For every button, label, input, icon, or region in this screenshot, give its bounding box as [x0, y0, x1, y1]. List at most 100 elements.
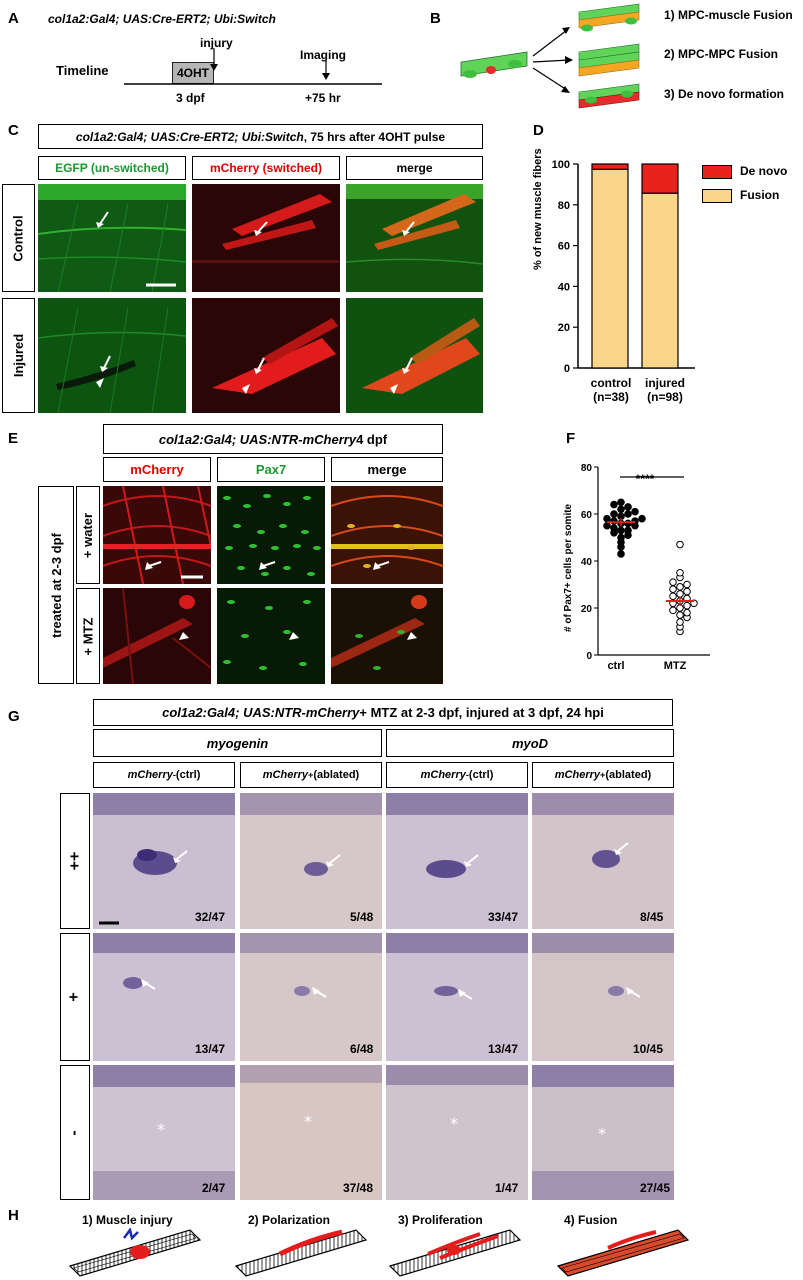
chart-f: 0 20 40 60 80 — [581, 463, 710, 662]
gene-myod-header: myoD — [386, 729, 674, 757]
micro-c-mcherry-control — [192, 184, 340, 292]
ish-r3-c2: * — [240, 1065, 382, 1200]
micro-c-merge-control — [346, 184, 483, 292]
col-mcherry-header: mCherry (switched) — [192, 156, 340, 180]
row-control-label: Control — [2, 184, 35, 292]
count-r2-c2: 6/48 — [350, 1042, 374, 1056]
chart-f-point-ctrl — [631, 507, 639, 516]
panel-e-title-genotype: col1a2:Gal4; UAS:NTR-mCherry — [158, 431, 357, 447]
chart-f-point-ctrl — [617, 505, 625, 514]
legend-fusion-label: Fusion — [740, 188, 780, 202]
count-r3-c3: 1/47 — [495, 1181, 519, 1195]
svg-text:*: * — [157, 1120, 165, 1139]
chart-d-ytick-label: 80 — [558, 200, 570, 212]
mechanism-schematic — [68, 1228, 690, 1277]
panel-b-label: B — [430, 10, 441, 27]
g-col-4-header: mCherry + (ablated) — [532, 762, 674, 788]
legend-denovo-label: De novo — [740, 164, 788, 178]
chart-f-ytick-label: 60 — [581, 510, 593, 521]
panel-g-label: G — [8, 708, 20, 725]
chart-f-point-mtz — [676, 618, 684, 626]
chart-f-point-ctrl — [624, 503, 632, 511]
chart-f-point-ctrl — [603, 521, 611, 530]
timeline-label: Timeline — [56, 63, 109, 78]
chart-d-bar-control-fusion — [591, 168, 629, 369]
chart-f-axis: 0 20 40 60 80 — [581, 463, 710, 662]
chart-f-points — [603, 498, 698, 636]
chart-d-bar-injured-de-novo — [641, 163, 679, 194]
chart-d-bars — [591, 163, 679, 369]
step-3-label: 3) Proliferation — [398, 1213, 483, 1227]
chart-f-point-ctrl — [624, 526, 632, 535]
micro-c-mcherry-injured — [192, 298, 340, 413]
ish-r1-c3 — [386, 793, 528, 929]
ish-r1-c2 — [240, 793, 382, 929]
chart-f-point-mtz — [676, 604, 684, 612]
chart-d-ytick-label: 100 — [552, 159, 570, 171]
row-e-water-label: + water — [76, 486, 100, 584]
col-merge-header: merge — [346, 156, 483, 180]
chart-f-point-mtz — [676, 568, 684, 577]
micro-c-egfp-control — [38, 184, 186, 292]
panel-c-title: col1a2:Gal4; UAS:Cre-ERT2; Ubi:Switch, 7… — [38, 124, 483, 149]
chart-f-point-ctrl — [610, 517, 618, 525]
count-r3-c1: 2/47 — [202, 1181, 226, 1195]
ish-r3-c3: * — [386, 1065, 528, 1200]
col-e-merge: merge — [331, 457, 443, 482]
chart-f-ylabel: # of Pax7+ cells per somite — [563, 503, 574, 632]
fusion-schematic — [460, 3, 640, 109]
chart-f-point-mtz — [669, 578, 677, 586]
chart-f-ytick-label: 80 — [581, 463, 593, 474]
chart-d-bar-control-de-novo — [591, 163, 629, 170]
ish-r3-c4: * — [532, 1065, 674, 1200]
chart-d-bar-injured-fusion — [641, 192, 679, 369]
panel-g-title-rest: + MTZ at 2-3 dpf, injured at 3 dpf, 24 h… — [359, 705, 604, 720]
svg-text:*: * — [450, 1114, 458, 1133]
chart-f-point-ctrl — [603, 514, 611, 523]
chart-f-point-mtz — [683, 580, 691, 589]
chart-d: 0 20 40 60 80 100 — [552, 159, 695, 375]
ish-r1-c1 — [93, 793, 235, 929]
chart-f-point-mtz — [676, 611, 684, 619]
svg-text:*: * — [598, 1124, 606, 1143]
outcome-1: 1) MPC-muscle Fusion — [664, 8, 793, 22]
chart-f-point-mtz — [683, 601, 691, 610]
chart-f-point-mtz — [676, 540, 684, 549]
row-e-mtz-label: + MTZ — [76, 588, 100, 684]
imaging-label: Imaging — [300, 48, 347, 62]
chart-d-ytick-label: 60 — [558, 241, 570, 253]
micro-c-merge-injured — [346, 298, 483, 413]
ish-r2-c2 — [240, 933, 382, 1061]
panel-a-label: A — [8, 10, 19, 27]
ish-r1-c4 — [532, 793, 674, 929]
chart-f-point-mtz — [669, 585, 677, 593]
micro-e-merge-water — [331, 486, 443, 584]
count-r2-c1: 13/47 — [195, 1042, 226, 1056]
chart-f-point-ctrl — [624, 510, 632, 518]
panel-c-label: C — [8, 122, 19, 139]
count-r1-c2: 5/48 — [350, 910, 374, 924]
chart-f-point-ctrl — [617, 526, 625, 535]
chart-f-point-ctrl — [617, 498, 625, 507]
ish-r2-c1 — [93, 933, 235, 1061]
ish-r2-c3 — [386, 933, 528, 1061]
chart-f-point-mtz — [669, 592, 677, 601]
chart-f-point-mtz — [683, 587, 691, 596]
count-r2-c4: 10/45 — [633, 1042, 664, 1056]
count-r3-c2: 37/48 — [343, 1181, 374, 1195]
svg-text:*: * — [304, 1112, 312, 1131]
g-col-3-header: mCherry - (ctrl) — [386, 762, 528, 788]
count-r1-c3: 33/47 — [488, 910, 519, 924]
count-r2-c3: 13/47 — [488, 1042, 519, 1056]
chart-f-point-ctrl — [610, 500, 618, 509]
step-1-label: 1) Muscle injury — [82, 1213, 173, 1227]
count-r3-c4: 27/45 — [640, 1181, 671, 1195]
g-row-plusplus-label: ++ — [60, 793, 90, 929]
g-row-plus-label: + — [60, 933, 90, 1061]
g-col-2-header: mCherry + (ablated) — [240, 762, 382, 788]
chart-f-ytick-label: 0 — [586, 651, 592, 662]
chart-d-ytick-label: 40 — [558, 281, 570, 293]
panel-a-genotype: col1a2:Gal4; UAS:Cre-ERT2; Ubi:Switch — [48, 12, 276, 26]
panel-c-title-genotype: col1a2:Gal4; UAS:Cre-ERT2; Ubi:Switch — [75, 129, 304, 144]
timeline-axis — [124, 48, 382, 85]
